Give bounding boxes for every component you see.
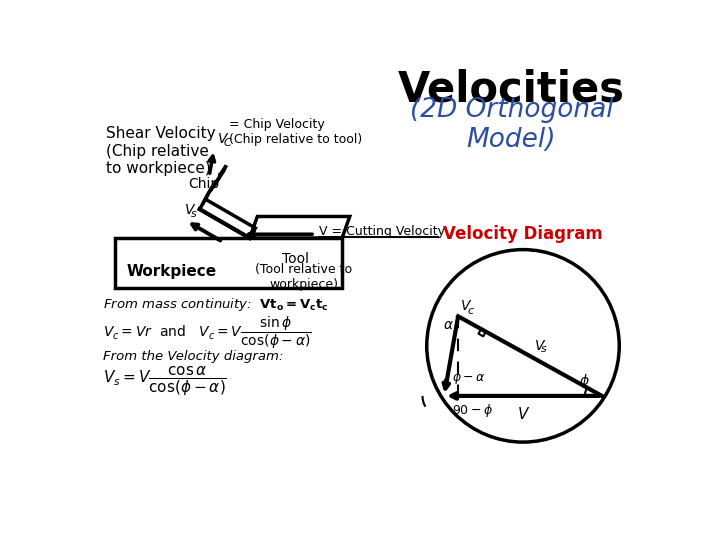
Text: $V_c = Vr$  and   $V_c = V\dfrac{\sin\phi}{\cos(\phi-\alpha)}$: $V_c = Vr$ and $V_c = V\dfrac{\sin\phi}{… xyxy=(104,315,312,352)
Text: = Chip Velocity
(Chip relative to tool): = Chip Velocity (Chip relative to tool) xyxy=(228,118,362,146)
Text: Velocities: Velocities xyxy=(398,69,625,111)
Text: Chip: Chip xyxy=(189,178,220,192)
Text: V: V xyxy=(217,132,228,146)
Text: $\alpha$: $\alpha$ xyxy=(443,318,454,332)
Text: Velocity Diagram: Velocity Diagram xyxy=(443,225,603,244)
Text: $90-\phi$: $90-\phi$ xyxy=(451,402,493,420)
Text: V: V xyxy=(518,407,528,422)
Text: $\phi-\alpha$: $\phi-\alpha$ xyxy=(451,368,485,386)
Text: Tool: Tool xyxy=(282,252,310,266)
Text: s: s xyxy=(191,209,197,219)
Text: V: V xyxy=(184,203,194,217)
Text: Workpiece: Workpiece xyxy=(127,264,217,279)
Text: $V_s = V\dfrac{\cos\alpha}{\cos(\phi-\alpha)}$: $V_s = V\dfrac{\cos\alpha}{\cos(\phi-\al… xyxy=(104,365,228,398)
Text: (2D Orthogonal
Model): (2D Orthogonal Model) xyxy=(410,97,613,153)
Text: s: s xyxy=(541,344,546,354)
Text: $\phi$: $\phi$ xyxy=(579,372,590,390)
Text: V: V xyxy=(462,299,471,313)
Text: (Tool relative to
workpiece): (Tool relative to workpiece) xyxy=(255,262,352,291)
Text: From mass continuity:  $\mathbf{Vt_o = V_c t_c}$: From mass continuity: $\mathbf{Vt_o = V_… xyxy=(104,296,329,313)
Text: V: V xyxy=(535,339,544,353)
Text: From the Velocity diagram:: From the Velocity diagram: xyxy=(104,350,284,363)
Text: Shear Velocity
(Chip relative
to workpiece): Shear Velocity (Chip relative to workpie… xyxy=(106,126,215,176)
Text: c: c xyxy=(467,306,474,315)
Text: V = Cutting Velocity: V = Cutting Velocity xyxy=(319,225,445,238)
Text: C: C xyxy=(224,138,232,148)
